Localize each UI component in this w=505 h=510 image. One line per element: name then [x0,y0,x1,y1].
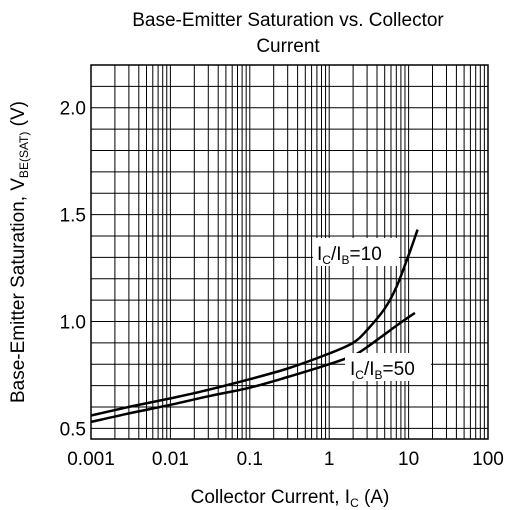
series-label-10-tail: =10 [350,244,382,265]
x-tick-label: 10 [398,449,419,470]
x-axis-label-main: Collector Current, I [191,487,350,508]
y-axis-label-main: Base-Emitter Saturation, V [8,178,29,403]
x-tick-label: 100 [472,449,504,470]
series-label-50-tail: =50 [383,359,415,380]
series-line-1 [90,311,416,424]
plot-frame [90,64,489,440]
grid [91,65,488,439]
x-tick-label: 1 [324,449,335,470]
y-tick-label: 1.0 [60,312,86,333]
series-label-50-sub-c: C [355,368,364,382]
x-tick-label: 0.001 [67,449,115,470]
series-label-bg-10 [313,238,399,266]
chart-title-line-2: Current [256,36,320,57]
series-label-10-sub-b: B [342,253,350,267]
y-tick-label: 1.5 [60,206,86,227]
series-line-0 [90,229,419,417]
series-label-50-sub-b: B [375,368,383,382]
x-axis-label: Collector Current, IC (A) [191,487,390,510]
series-label-10-mid: /I [331,244,342,265]
y-tick-label: 0.5 [60,419,86,440]
y-tick-label: 2.0 [60,99,86,120]
x-tick-label: 0.1 [237,449,263,470]
y-axis-label-sub: BE(SAT) [17,132,31,178]
tick-labels: 0.001 0.01 0.1 1 10 100 0.5 1.0 1.5 2.0 [60,99,504,470]
curves [90,229,419,424]
series-label-10: IC/IB=10 [317,244,382,267]
series-label-50-main: I [350,359,355,380]
x-axis-label-unit: (A) [359,487,390,508]
x-axis-label-sub: C [350,496,359,510]
series-label-10-main: I [317,244,322,265]
series-label-10-sub-c: C [322,253,331,267]
x-tick-label: 0.01 [152,449,189,470]
chart-title-line-1: Base-Emitter Saturation vs. Collector [132,10,444,31]
series-label-bg-50 [345,353,431,381]
y-axis-label: Base-Emitter Saturation, VBE(SAT) (V) [8,101,31,403]
series-label-50: IC/IB=50 [350,359,415,382]
y-axis-label-unit: (V) [8,101,29,132]
series-label-50-mid: /I [364,359,375,380]
